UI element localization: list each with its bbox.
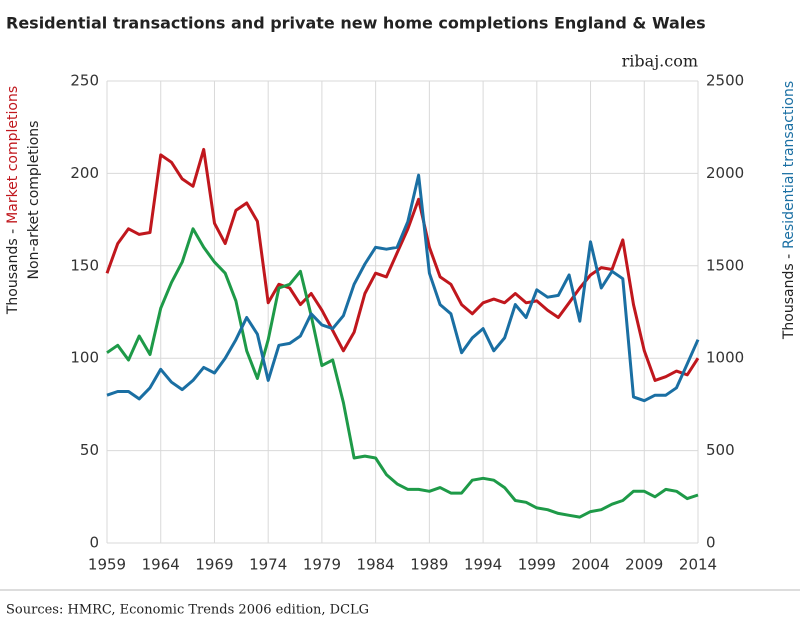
- y-label-inner: Non-arket completions: [26, 121, 42, 280]
- y2-tick-label: 0: [706, 534, 716, 552]
- x-tick-label: 1989: [410, 556, 448, 574]
- source: Sources: HMRC, Economic Trends 2006 edit…: [6, 603, 369, 618]
- subtitle: ribaj.com: [622, 52, 698, 71]
- x-tick-label: 1959: [88, 556, 126, 574]
- y-label-prefix: Thousands -: [5, 229, 21, 315]
- y2-tick-label: 1000: [706, 349, 744, 367]
- y2-label-prefix: Thousands -: [781, 254, 797, 340]
- x-tick-label: 2009: [625, 556, 663, 574]
- y-axis-label: Thousands - Market completions: [5, 86, 21, 315]
- x-tick-label: 1969: [195, 556, 233, 574]
- x-tick-label: 2014: [679, 556, 717, 574]
- y-tick-label: 200: [70, 164, 99, 182]
- y2-tick-label: 500: [706, 441, 735, 459]
- series-line: [106, 173, 700, 403]
- x-tick-label: 1974: [249, 556, 287, 574]
- x-tick-label: 1984: [357, 556, 395, 574]
- y-label: Market completions: [5, 86, 21, 224]
- y2-tick-label: 2500: [706, 72, 744, 90]
- y-tick-label: 150: [70, 256, 99, 274]
- y2-axis-label: Thousands - Residential transactions: [781, 81, 797, 340]
- series-line: [105, 147, 700, 382]
- x-tick-label: 1999: [518, 556, 556, 574]
- y-tick-label: 50: [80, 441, 99, 459]
- y2-tick-label: 2000: [706, 164, 744, 182]
- y-tick-label: 100: [70, 349, 99, 367]
- series-line: [106, 227, 699, 519]
- x-tick-label: 2004: [571, 556, 609, 574]
- x-tick-label: 1964: [142, 556, 180, 574]
- y2-tick-label: 1500: [706, 256, 744, 274]
- chart-title: Residential transactions and private new…: [6, 14, 706, 33]
- y2-label: Residential transactions: [781, 81, 797, 249]
- x-tick-label: 1994: [464, 556, 502, 574]
- x-tick-label: 1979: [303, 556, 341, 574]
- y-tick-label: 250: [70, 72, 99, 90]
- y-tick-label: 0: [89, 534, 99, 552]
